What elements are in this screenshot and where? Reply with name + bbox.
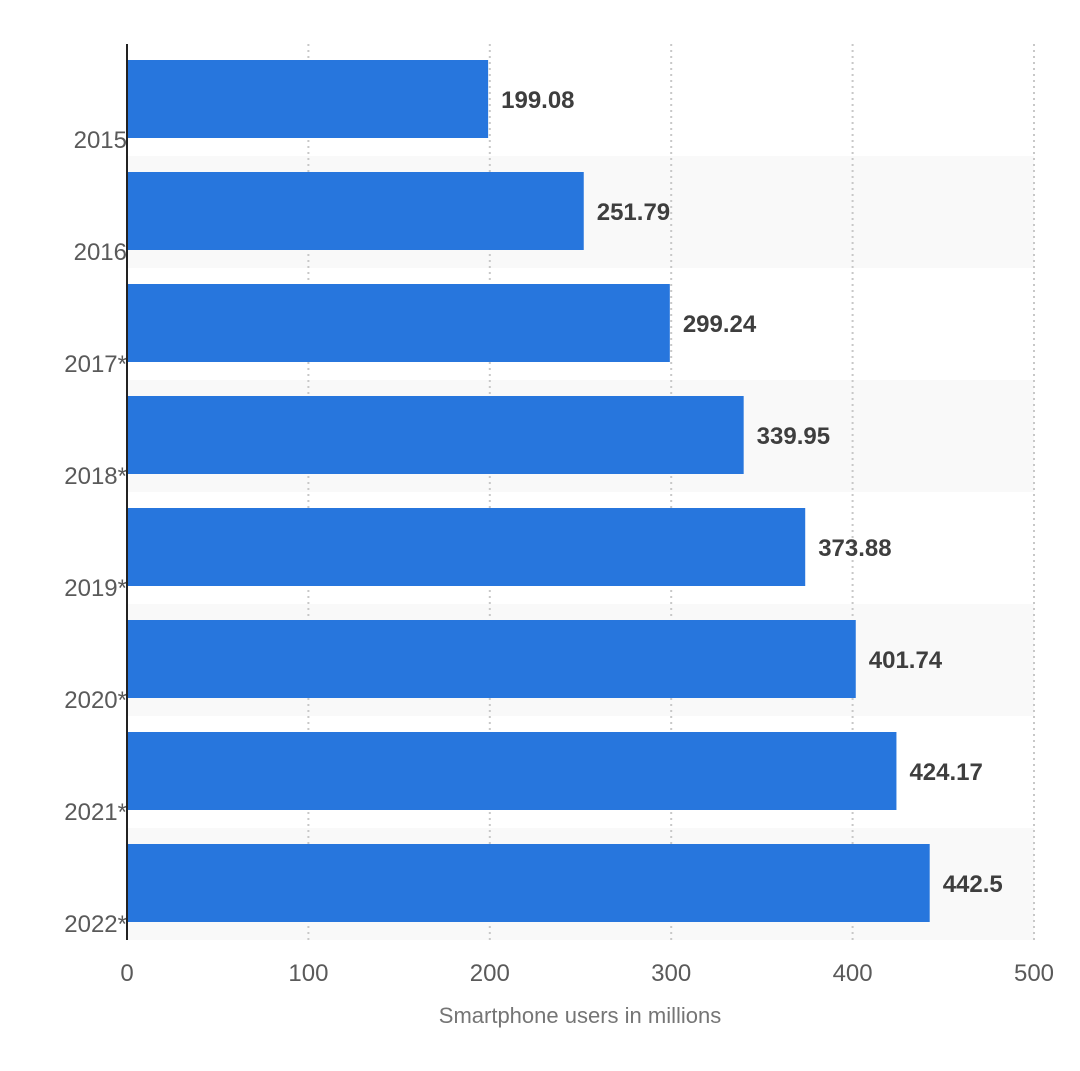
data-label: 373.88 <box>818 535 891 562</box>
bar <box>127 732 897 810</box>
data-label: 299.24 <box>683 311 757 338</box>
x-tick-label: 300 <box>651 960 691 987</box>
bar <box>127 620 856 698</box>
data-label: 401.74 <box>869 647 943 674</box>
data-label: 339.95 <box>757 423 830 450</box>
category-label: 2022* <box>64 911 127 938</box>
category-label: 2018* <box>64 463 127 490</box>
bar <box>127 508 806 586</box>
category-labels: 2015 2016 2017* 2018* 2019* 2020* 2021* 2022* <box>64 127 127 938</box>
x-tick-labels: 0 100 200 300 400 500 <box>120 960 1054 987</box>
x-tick-label: 500 <box>1014 960 1054 987</box>
bar <box>127 60 489 138</box>
data-label: 424.17 <box>909 759 982 786</box>
data-label: 251.79 <box>597 199 670 226</box>
data-label: 442.5 <box>943 871 1003 898</box>
data-label: 199.08 <box>501 87 574 114</box>
category-label: 2020* <box>64 687 127 714</box>
x-tick-label: 200 <box>470 960 510 987</box>
category-label: 2016 <box>74 239 127 266</box>
value-labels: 199.08 251.79 299.24 339.95 373.88 401.74 424.… <box>501 87 1003 898</box>
bars <box>127 60 930 922</box>
x-tick-label: 400 <box>833 960 873 987</box>
bar <box>127 172 584 250</box>
category-label: 2017* <box>64 351 127 378</box>
bar <box>127 844 930 922</box>
x-tick-label: 0 <box>120 960 133 987</box>
bar <box>127 284 670 362</box>
bar <box>127 396 744 474</box>
category-label: 2019* <box>64 575 127 602</box>
x-axis-title: Smartphone users in millions <box>439 1003 721 1028</box>
category-label: 2015 <box>74 127 127 154</box>
category-label: 2021* <box>64 799 127 826</box>
x-tick-label: 100 <box>288 960 328 987</box>
